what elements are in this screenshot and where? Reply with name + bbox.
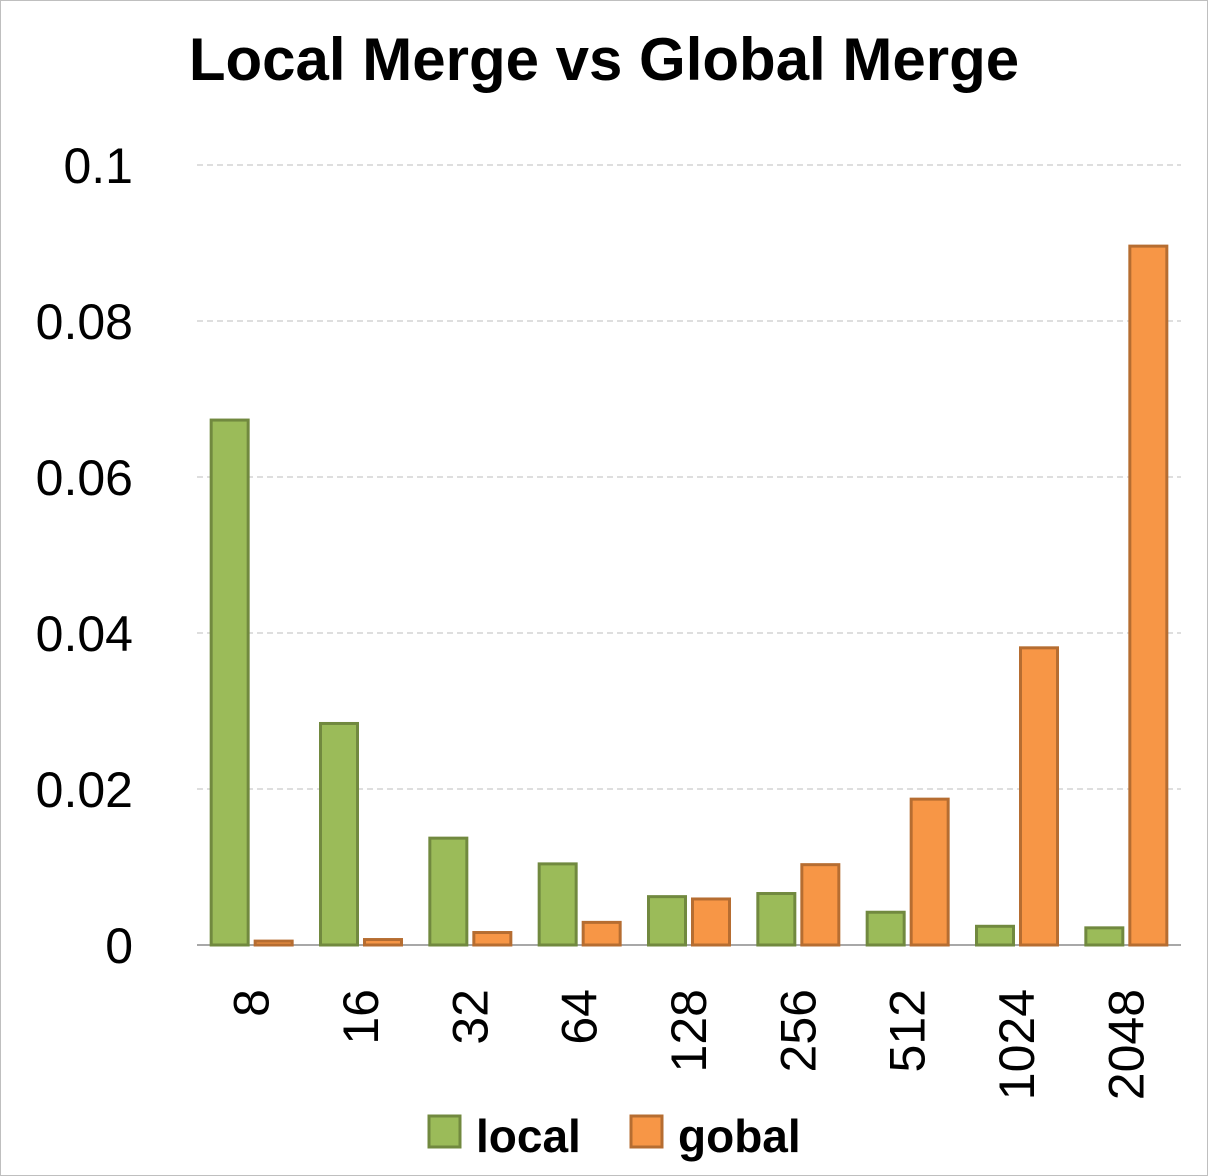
bar-local-1024: [975, 924, 1015, 947]
bars: [209, 244, 1169, 947]
x-axis-ticks: 8 16 32 64 128 256 512 1024 2048: [224, 989, 1155, 1100]
y-axis-ticks: 0 0.02 0.04 0.06 0.08 0.1: [36, 138, 133, 974]
x-tick-label: 2048: [1098, 989, 1154, 1100]
bar-gobal-128: [691, 897, 731, 947]
bar-gobal-512: [909, 797, 950, 947]
legend: local gobal: [427, 1110, 801, 1162]
x-tick-label: 1024: [989, 989, 1045, 1100]
x-tick-label: 32: [442, 989, 498, 1045]
legend-label-local: local: [476, 1110, 581, 1162]
legend-swatch-local: [427, 1114, 462, 1149]
x-tick-label: 128: [661, 989, 717, 1072]
y-tick-label: 0.1: [63, 138, 133, 194]
x-tick-label: 16: [333, 989, 389, 1045]
bar-local-16: [319, 721, 359, 947]
bar-gobal-256: [800, 863, 841, 947]
y-tick-label: 0.04: [36, 606, 133, 662]
bar-gobal-1024: [1019, 646, 1059, 947]
bar-local-512: [865, 910, 906, 947]
x-tick-label: 256: [770, 989, 826, 1072]
bar-gobal-32: [472, 931, 513, 947]
bar-local-2048: [1084, 926, 1125, 947]
bar-local-32: [428, 836, 469, 947]
x-tick-label: 512: [880, 989, 936, 1072]
bar-local-128: [647, 895, 687, 947]
bar-gobal-64: [581, 920, 622, 947]
x-tick-label: 64: [552, 989, 608, 1045]
x-tick-label: 8: [224, 989, 280, 1017]
bar-gobal-16: [363, 938, 403, 947]
y-tick-label: 0.06: [36, 450, 133, 506]
bar-local-64: [537, 862, 578, 947]
legend-label-gobal: gobal: [678, 1110, 801, 1162]
bar-gobal-8: [253, 939, 294, 947]
bar-local-8: [209, 418, 250, 947]
chart-title: Local Merge vs Global Merge: [189, 26, 1019, 93]
y-tick-label: 0.02: [36, 762, 133, 818]
bar-local-256: [756, 892, 797, 947]
gridlines: [197, 164, 1181, 946]
bar-gobal-2048: [1128, 244, 1169, 947]
legend-swatch-gobal: [629, 1114, 664, 1149]
y-tick-label: 0.08: [36, 294, 133, 350]
y-tick-label: 0: [105, 918, 133, 974]
